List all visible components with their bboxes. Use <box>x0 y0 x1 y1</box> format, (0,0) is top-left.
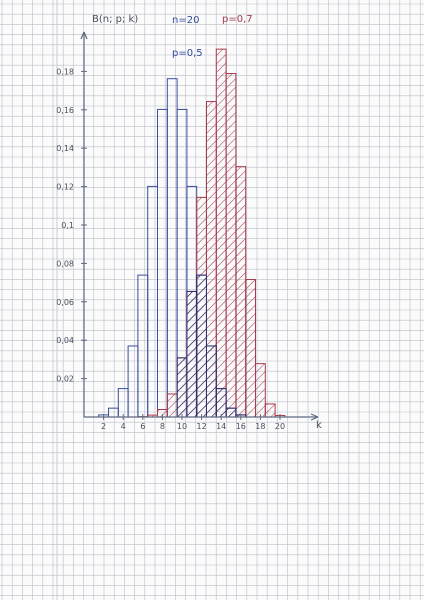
bar-p05-k6 <box>137 274 149 418</box>
annotation-p07: p=0,7 <box>222 14 253 25</box>
y-tick-label: 0,1 <box>61 221 74 230</box>
bar-overlap-k12 <box>196 274 207 418</box>
y-axis-label: B(n; p; k) <box>92 14 138 25</box>
bar-overlap-k14 <box>215 388 227 418</box>
annotation-n: n=20 <box>172 15 199 26</box>
bar-p05-k4 <box>117 388 129 418</box>
y-tick-label: 0,14 <box>56 144 74 153</box>
bar-overlap-k15 <box>225 407 237 418</box>
annotation-p05: p=0,5 <box>172 48 203 59</box>
y-tick-label: 0,18 <box>56 67 74 76</box>
x-tick-label: 16 <box>236 422 246 431</box>
y-tick-label: 0,08 <box>56 259 74 268</box>
bar-p07-k14 <box>215 48 227 418</box>
y-axis-arrow <box>80 31 88 40</box>
x-tick-label: 4 <box>121 422 126 431</box>
bar-p07-k9 <box>166 393 178 418</box>
x-tick-label: 10 <box>177 422 187 431</box>
x-tick-label: 20 <box>275 422 285 431</box>
bar-p07-k18 <box>255 363 266 418</box>
tick-labels: 2 4 6 8 10 12 14 16 18 20 0,02 0,04 0,06 0,08 0,1 0,12 0… <box>56 67 285 431</box>
x-tick-label: 18 <box>255 422 265 431</box>
bar-p07-k19 <box>264 403 276 418</box>
x-axis-label: k <box>316 420 322 431</box>
x-tick-label: 14 <box>216 422 226 431</box>
bar-p07-k17 <box>245 279 256 418</box>
bar-p05-k8 <box>157 108 168 418</box>
x-tick-label: 12 <box>197 422 207 431</box>
bar-p07-k16 <box>235 166 247 418</box>
bar-overlap-k13 <box>206 345 217 418</box>
y-tick-label: 0,04 <box>56 336 74 345</box>
x-tick-label: 8 <box>160 422 165 431</box>
bar-p05-k3 <box>108 407 119 418</box>
y-tick-label: 0,12 <box>56 183 74 192</box>
bar-overlap-k11 <box>186 290 198 418</box>
bar-p07-k15 <box>225 73 237 418</box>
x-tick-label: 2 <box>101 422 106 431</box>
x-tick-label: 6 <box>140 422 145 431</box>
y-tick-label: 0,16 <box>56 106 74 115</box>
bar-overlap-k10 <box>176 357 188 418</box>
y-tick-label: 0,02 <box>56 375 74 384</box>
y-tick-label: 0,06 <box>56 298 74 307</box>
x-axis-arrow <box>310 413 319 421</box>
bar-p05-k7 <box>147 185 158 418</box>
